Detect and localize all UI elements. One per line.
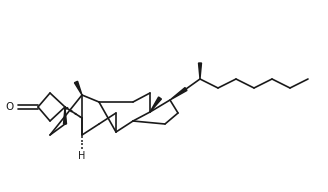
Text: H: H: [78, 151, 86, 161]
Polygon shape: [150, 97, 161, 112]
Text: O: O: [6, 102, 14, 112]
Polygon shape: [170, 88, 187, 100]
Polygon shape: [64, 107, 67, 124]
Polygon shape: [198, 63, 201, 79]
Polygon shape: [74, 81, 82, 95]
